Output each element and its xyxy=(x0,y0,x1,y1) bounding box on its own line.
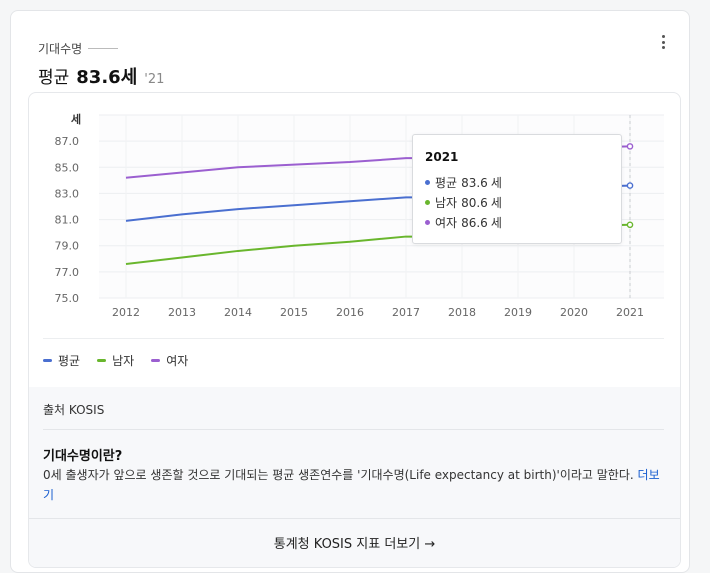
y-tick-label: 81.0 xyxy=(55,214,80,227)
legend-swatch xyxy=(97,359,107,362)
definition-body: 0세 출생자가 앞으로 생존할 것으로 기대되는 평균 생존연수를 '기대수명(… xyxy=(43,468,634,482)
legend-item-male[interactable]: 남자 xyxy=(97,352,134,369)
y-axis-label: 세 xyxy=(71,112,81,126)
y-tick-label: 85.0 xyxy=(55,161,80,174)
y-tick-label: 87.0 xyxy=(55,135,80,148)
tooltip-value: 83.6 xyxy=(461,175,488,190)
definition-title: 기대수명이란? xyxy=(43,449,123,464)
divider xyxy=(43,429,664,430)
divider xyxy=(29,518,680,519)
chart-area: 75.0 77.0 79.0 81.0 83.0 85.0 87.0 세 2012 2013 201… xyxy=(29,93,680,338)
x-tick-label: 2016 xyxy=(336,306,364,319)
more-link[interactable]: 더보기 xyxy=(43,468,660,502)
series-point xyxy=(626,221,634,229)
tooltip-dot-female xyxy=(425,220,430,225)
x-tick-label: 2019 xyxy=(504,306,532,319)
chart-panel: 75.0 77.0 79.0 81.0 83.0 85.0 87.0 세 2012 2013 201… xyxy=(28,92,681,568)
tooltip-year: 2021 xyxy=(425,150,459,164)
divider xyxy=(43,338,664,339)
legend-label: 평균 xyxy=(58,354,81,368)
tooltip-unit: 세 xyxy=(490,196,502,210)
source-text: 출처 KOSIS xyxy=(43,403,105,417)
x-tick-label: 2013 xyxy=(168,306,196,319)
x-tick-label: 2012 xyxy=(112,306,140,319)
legend-item-female[interactable]: 여자 xyxy=(151,352,188,369)
tooltip-name: 여자 xyxy=(435,216,458,230)
tooltip-row-male: 남자 80.6 세 xyxy=(425,194,502,211)
headline-year: '21 xyxy=(144,72,165,87)
series-point xyxy=(626,143,634,150)
section-label: 기대수명 xyxy=(38,40,119,57)
more-options-icon[interactable] xyxy=(657,33,669,51)
tooltip-value: 86.6 xyxy=(461,215,488,230)
series-point xyxy=(626,182,634,189)
section-label-line xyxy=(88,48,119,49)
headline-prefix: 평균 xyxy=(38,68,70,88)
y-tick-label: 79.0 xyxy=(55,240,80,253)
tooltip-value: 80.6 xyxy=(461,195,488,210)
headline-value: 83.6세 xyxy=(76,67,138,88)
legend-label: 여자 xyxy=(166,354,189,368)
kosis-more-link[interactable]: 통계청 KOSIS 지표 더보기 → xyxy=(273,537,436,552)
chart-tooltip: 2021 평균 83.6 세 남자 80.6 세 여자 86.6 xyxy=(412,134,622,244)
x-tick-label: 2017 xyxy=(392,306,420,319)
x-tick-label: 2020 xyxy=(560,306,588,319)
life-expectancy-card: 기대수명 평균 83.6세 '21 75.0 77.0 79.0 81.0 83.0 85… xyxy=(10,10,690,573)
headline: 평균 83.6세 '21 xyxy=(38,63,164,89)
tooltip-name: 평균 xyxy=(435,176,458,190)
y-tick-label: 83.0 xyxy=(55,187,80,200)
section-label-text: 기대수명 xyxy=(38,42,83,56)
tooltip-unit: 세 xyxy=(490,176,502,190)
x-tick-label: 2018 xyxy=(448,306,476,319)
tooltip-name: 남자 xyxy=(435,196,458,210)
tooltip-unit: 세 xyxy=(490,216,502,230)
y-tick-label: 75.0 xyxy=(55,292,80,305)
y-tick-label: 77.0 xyxy=(55,266,80,279)
info-footer xyxy=(29,387,680,567)
definition-text: 0세 출생자가 앞으로 생존할 것으로 기대되는 평균 생존연수를 '기대수명(… xyxy=(43,465,668,505)
chart-legend: 평균 남자 여자 xyxy=(43,352,188,369)
legend-swatch xyxy=(151,359,161,362)
tooltip-row-avg: 평균 83.6 세 xyxy=(425,174,502,191)
legend-item-avg[interactable]: 평균 xyxy=(43,352,80,369)
tooltip-dot-avg xyxy=(425,180,430,185)
legend-swatch xyxy=(43,359,52,362)
x-tick-label: 2021 xyxy=(616,306,644,319)
tooltip-row-female: 여자 86.6 세 xyxy=(425,214,502,231)
x-tick-label: 2014 xyxy=(224,306,252,319)
tooltip-dot-male xyxy=(425,200,430,205)
x-tick-label: 2015 xyxy=(280,306,308,319)
legend-label: 남자 xyxy=(112,354,135,368)
